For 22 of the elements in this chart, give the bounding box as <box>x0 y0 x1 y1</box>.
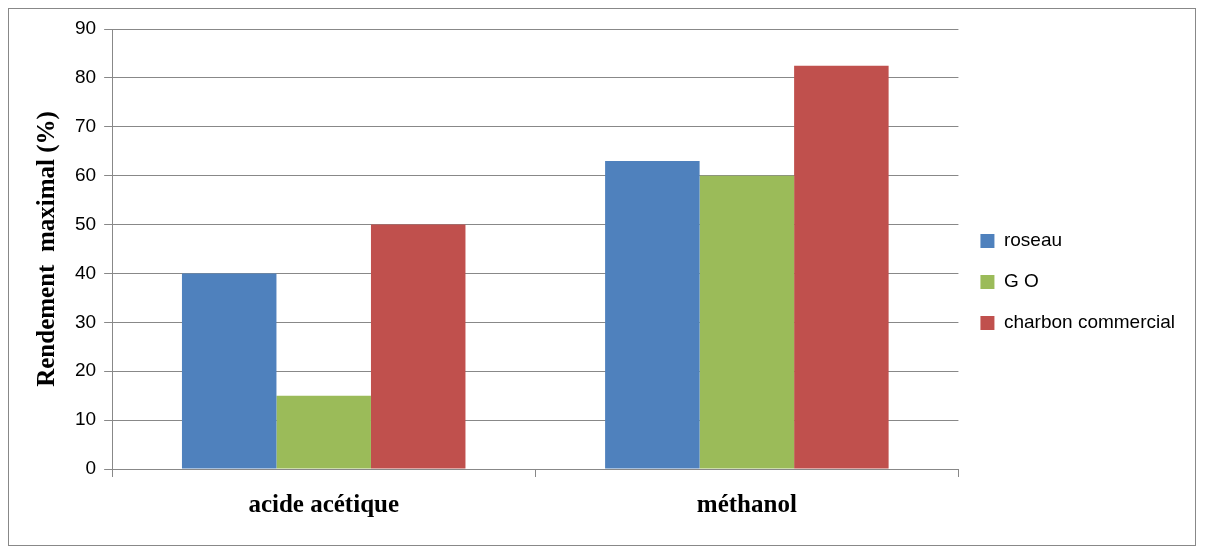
y-tick-label: 80 <box>74 66 97 88</box>
y-axis-title: Rendement maximal (%) <box>32 111 61 387</box>
bar <box>794 65 889 469</box>
y-tick-label: 20 <box>74 359 97 381</box>
bar <box>181 273 277 469</box>
y-tick-label: 0 <box>85 457 97 479</box>
legend-label: G O <box>1003 270 1039 292</box>
y-tick-label: 40 <box>74 261 97 283</box>
x-tick-label: méthanol <box>696 490 797 518</box>
x-tick-label: acide acétique <box>248 490 400 518</box>
bar <box>605 161 700 469</box>
bar <box>699 175 795 469</box>
bar <box>370 224 466 469</box>
y-tick-label: 70 <box>74 115 97 137</box>
legend-label: charbon commercial <box>1003 311 1176 333</box>
legend-label: roseau <box>1003 229 1063 251</box>
bar <box>276 395 371 469</box>
y-tick-label: 50 <box>74 212 97 234</box>
y-tick-label: 60 <box>74 163 97 185</box>
y-tick-label: 10 <box>74 408 97 430</box>
y-tick-label: 30 <box>74 310 97 332</box>
y-tick-label: 90 <box>74 17 97 39</box>
